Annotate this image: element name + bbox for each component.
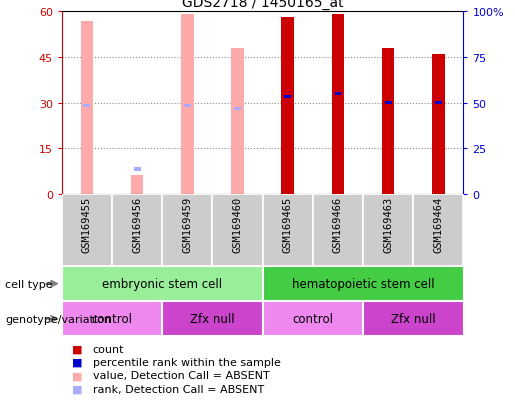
Text: genotype/variation: genotype/variation — [5, 314, 111, 324]
Text: value, Detection Call = ABSENT: value, Detection Call = ABSENT — [93, 370, 269, 380]
Bar — [282, 19, 294, 194]
Text: control: control — [92, 313, 132, 325]
Text: ■: ■ — [72, 344, 82, 354]
Bar — [435, 102, 442, 105]
Text: embryonic stem cell: embryonic stem cell — [102, 278, 222, 290]
Text: ■: ■ — [72, 357, 82, 367]
Bar — [385, 102, 391, 105]
Text: cell type: cell type — [5, 279, 53, 289]
Bar — [62, 194, 112, 266]
Text: GSM169465: GSM169465 — [283, 196, 293, 252]
Bar — [382, 49, 394, 194]
Bar — [62, 301, 162, 337]
Bar — [363, 301, 464, 337]
Bar — [162, 194, 212, 266]
Text: ■: ■ — [72, 384, 82, 394]
Bar — [181, 15, 194, 194]
Text: rank, Detection Call = ABSENT: rank, Detection Call = ABSENT — [93, 384, 264, 394]
Text: Zfx null: Zfx null — [391, 313, 436, 325]
Bar — [313, 194, 363, 266]
Bar — [263, 301, 363, 337]
Text: GSM169459: GSM169459 — [182, 196, 192, 252]
Bar — [83, 104, 90, 108]
Bar — [162, 301, 263, 337]
Bar — [131, 176, 143, 194]
Bar — [363, 194, 413, 266]
Bar — [432, 55, 444, 194]
Bar — [263, 266, 464, 301]
Title: GDS2718 / 1450165_at: GDS2718 / 1450165_at — [182, 0, 344, 10]
Bar — [62, 266, 263, 301]
Bar — [335, 93, 341, 96]
Bar — [263, 194, 313, 266]
Text: GSM169460: GSM169460 — [233, 196, 243, 252]
Text: control: control — [293, 313, 333, 325]
Text: hematopoietic stem cell: hematopoietic stem cell — [292, 278, 434, 290]
Bar — [81, 21, 93, 194]
Bar — [231, 49, 244, 194]
Text: GSM169464: GSM169464 — [434, 196, 443, 252]
Text: GSM169455: GSM169455 — [82, 196, 92, 252]
Text: Zfx null: Zfx null — [190, 313, 235, 325]
Text: GSM169463: GSM169463 — [383, 196, 393, 252]
Text: ■: ■ — [72, 370, 82, 380]
Text: count: count — [93, 344, 124, 354]
Bar — [134, 168, 141, 172]
Bar — [234, 107, 241, 111]
Bar — [413, 194, 464, 266]
Bar — [112, 194, 162, 266]
Bar — [332, 15, 344, 194]
Text: GSM169456: GSM169456 — [132, 196, 142, 252]
Bar — [212, 194, 263, 266]
Bar — [184, 104, 191, 108]
Text: GSM169466: GSM169466 — [333, 196, 343, 252]
Text: percentile rank within the sample: percentile rank within the sample — [93, 357, 281, 367]
Bar — [284, 95, 291, 99]
